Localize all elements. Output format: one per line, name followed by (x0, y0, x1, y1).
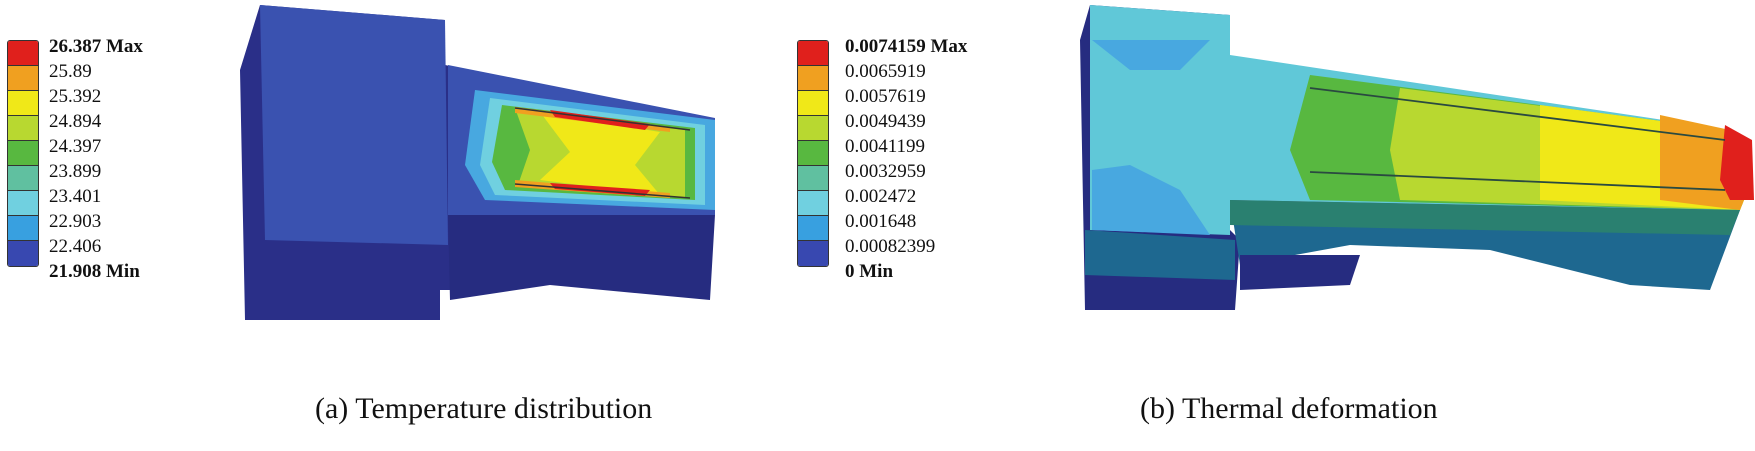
legend-label: 25.392 (49, 86, 102, 107)
legend-max-label: 26.387 Max (49, 36, 143, 57)
legend-max-label: 0.0074159 Max (845, 36, 968, 57)
legend-label: 23.401 (49, 186, 102, 207)
legend-label: 0.002472 (845, 186, 917, 207)
legend-label: 22.903 (49, 211, 102, 232)
legend-label: 24.397 (49, 136, 102, 157)
legend-label: 24.894 (49, 111, 102, 132)
legend-label: 0.0065919 (845, 61, 926, 82)
legend-label: 0.0049439 (845, 111, 926, 132)
temperature-contour-model (240, 5, 715, 320)
caption-temperature: (a) Temperature distribution (315, 392, 653, 425)
legend-label: 23.899 (49, 161, 102, 182)
legend-label: 0.0041199 (845, 136, 926, 157)
caption-deformation: (b) Thermal deformation (1140, 392, 1438, 425)
legend-label: 25.89 (49, 61, 92, 82)
legend-label: 0.001648 (845, 211, 917, 232)
color-scale-bar (797, 40, 829, 267)
legend-label: 0.0032959 (845, 161, 926, 182)
deformation-contour-model (1080, 5, 1754, 310)
legend-min-label: 0 Min (845, 261, 894, 282)
legend-min-label: 21.908 Min (49, 261, 140, 282)
legend-label: 0.0057619 (845, 86, 926, 107)
color-scale-bar (7, 40, 39, 267)
panel-deformation: 0.0074159 Max 0.0065919 0.0057619 0.0049… (780, 0, 1755, 451)
panel-temperature: 26.387 Max 25.89 25.392 24.894 24.397 23… (0, 0, 780, 451)
legend-label: 22.406 (49, 236, 102, 257)
legend-label: 0.00082399 (845, 236, 936, 257)
